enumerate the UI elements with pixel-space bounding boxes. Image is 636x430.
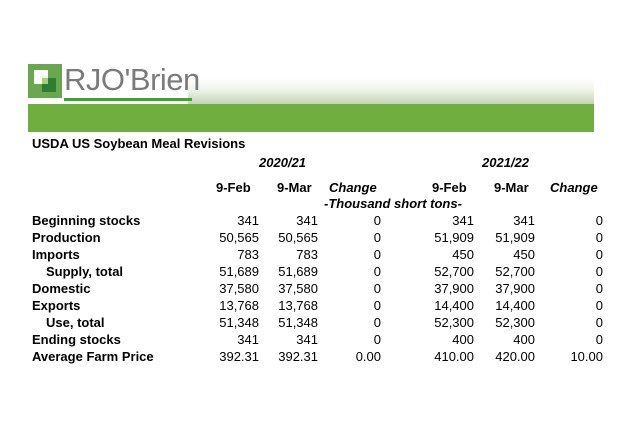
row-label: Exports: [32, 298, 81, 313]
table-cell: 0: [595, 247, 603, 262]
table-title: USDA US Soybean Meal Revisions: [32, 136, 246, 151]
table-cell: 392.31: [219, 349, 259, 364]
row-label: Average Farm Price: [32, 349, 154, 364]
table-cell: 52,700: [495, 264, 535, 279]
row-label: Supply, total: [46, 264, 124, 279]
year-header-2021-22: 2021/22: [482, 155, 529, 170]
logo-mark-icon: [28, 64, 62, 98]
table-cell: 783: [296, 247, 318, 262]
table-cell: 37,580: [278, 281, 318, 296]
rjobrien-logo: RJO'Brien: [28, 60, 200, 104]
col-header-feb-a: 9-Feb: [216, 180, 251, 195]
year-header-2020-21: 2020/21: [259, 155, 306, 170]
table-cell: 50,565: [219, 230, 259, 245]
col-header-mar-b: 9-Mar: [494, 180, 529, 195]
table-cell: 341: [237, 332, 259, 347]
table-cell: 0: [595, 281, 603, 296]
units-label: -Thousand short tons-: [324, 196, 462, 211]
table-cell: 51,348: [278, 315, 318, 330]
table-cell: 0: [373, 247, 381, 262]
table-cell: 410.00: [434, 349, 474, 364]
table-cell: 0: [373, 230, 381, 245]
table-cell: 51,348: [219, 315, 259, 330]
table-cell: 37,580: [219, 281, 259, 296]
banner-green-band: [28, 104, 594, 132]
col-header-change-b: Change: [550, 180, 598, 195]
table-cell: 52,300: [495, 315, 535, 330]
table-cell: 52,300: [434, 315, 474, 330]
header-banner: RJO'Brien: [28, 60, 594, 132]
row-label: Use, total: [46, 315, 105, 330]
table-cell: 341: [513, 213, 535, 228]
table-cell: 50,565: [278, 230, 318, 245]
logo-wordmark: RJO'Brien: [64, 62, 200, 97]
table-cell: 341: [296, 332, 318, 347]
table-cell: 51,689: [278, 264, 318, 279]
table-cell: 0: [595, 264, 603, 279]
table-cell: 0: [373, 213, 381, 228]
col-header-feb-b: 9-Feb: [432, 180, 467, 195]
table-cell: 13,768: [219, 298, 259, 313]
row-label: Beginning stocks: [32, 213, 141, 228]
table-cell: 14,400: [434, 298, 474, 313]
row-label: Imports: [32, 247, 80, 262]
table-cell: 783: [237, 247, 259, 262]
table-cell: 51,909: [434, 230, 474, 245]
table-cell: 420.00: [495, 349, 535, 364]
table-cell: 341: [296, 213, 318, 228]
table-cell: 0: [373, 281, 381, 296]
table-cell: 0: [595, 298, 603, 313]
table-cell: 341: [452, 213, 474, 228]
table-cell: 0: [373, 264, 381, 279]
table-cell: 0: [373, 298, 381, 313]
table-cell: 450: [452, 247, 474, 262]
table-cell: 392.31: [278, 349, 318, 364]
table-cell: 10.00: [570, 349, 603, 364]
table-cell: 0.00: [355, 349, 381, 364]
row-label: Domestic: [32, 281, 91, 296]
logo-underline: [64, 98, 192, 101]
table-cell: 37,900: [495, 281, 535, 296]
col-header-change-a: Change: [329, 180, 377, 195]
table-cell: 0: [373, 315, 381, 330]
table-cell: 13,768: [278, 298, 318, 313]
row-label: Production: [32, 230, 101, 245]
table-cell: 14,400: [495, 298, 535, 313]
table-cell: 0: [595, 332, 603, 347]
col-header-mar-a: 9-Mar: [277, 180, 312, 195]
table-cell: 0: [373, 332, 381, 347]
table-cell: 341: [237, 213, 259, 228]
table-cell: 450: [513, 247, 535, 262]
row-label: Ending stocks: [32, 332, 121, 347]
table-cell: 52,700: [434, 264, 474, 279]
table-cell: 400: [513, 332, 535, 347]
table-cell: 0: [595, 213, 603, 228]
table-cell: 37,900: [434, 281, 474, 296]
table-cell: 51,689: [219, 264, 259, 279]
table-cell: 0: [595, 230, 603, 245]
table-cell: 0: [595, 315, 603, 330]
table-cell: 51,909: [495, 230, 535, 245]
table-cell: 400: [452, 332, 474, 347]
